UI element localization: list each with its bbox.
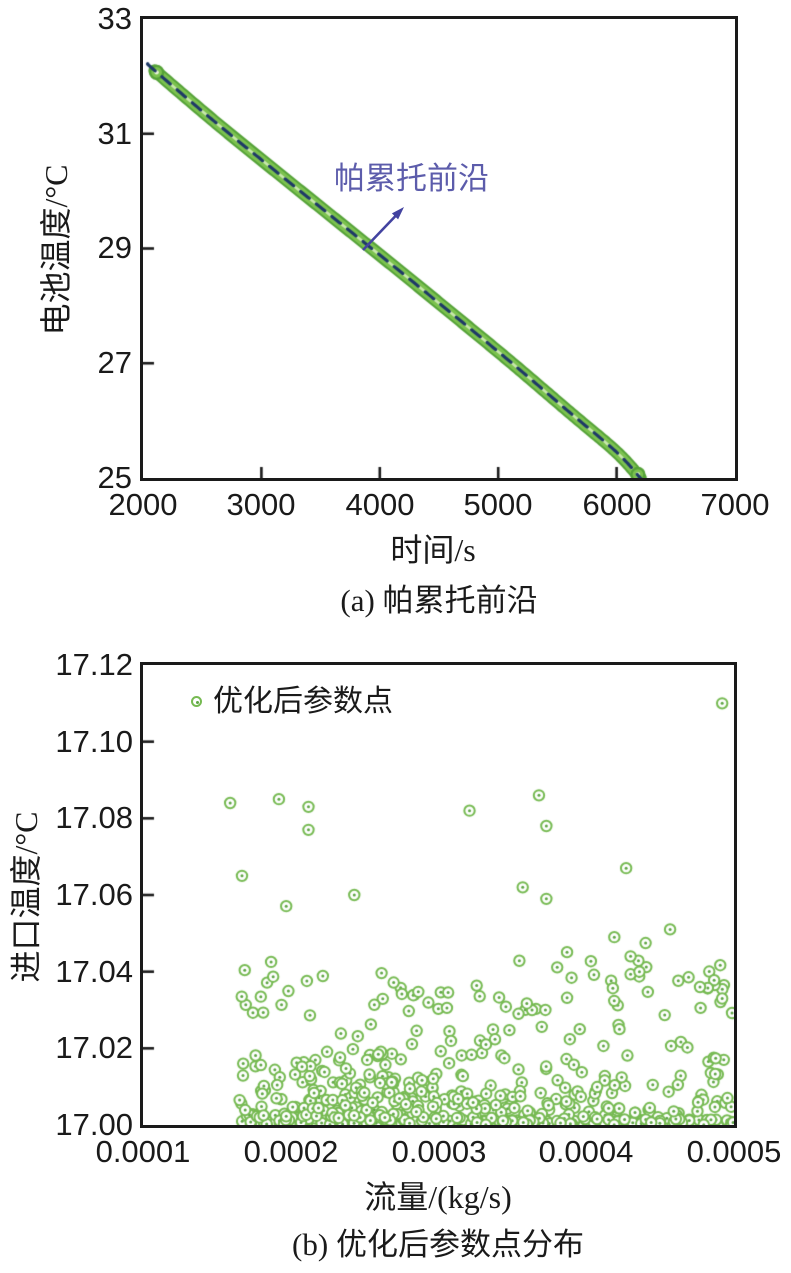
x-tick-label: 3000 — [226, 487, 296, 522]
y-tick-label: 17.00 — [55, 1107, 133, 1142]
x-tick-label: 0.0005 — [686, 1134, 782, 1169]
y-tick-label: 17.08 — [55, 800, 133, 835]
annotation-arrow-icon — [362, 207, 404, 251]
x-tick-label: 2000 — [108, 487, 178, 522]
y-tick-label: 17.02 — [55, 1030, 133, 1065]
x-tick-label: 0.0002 — [243, 1134, 339, 1169]
y-tick-label: 25 — [97, 460, 132, 495]
x-axis-title: 流量/(kg/s) — [364, 1179, 512, 1215]
legend-label: 优化后参数点 — [213, 685, 393, 718]
y-tick-label: 33 — [97, 1, 132, 36]
y-tick-label: 29 — [97, 230, 132, 265]
legend-marker-icon — [191, 696, 202, 707]
x-tick-label: 0.0001 — [95, 1134, 191, 1169]
scatter-canvas — [143, 665, 734, 1125]
caption-a: (a) 帕累托前沿 — [340, 583, 538, 618]
y-axis-title: 进口温度/°C — [8, 811, 44, 983]
pareto-annotation-label: 帕累托前沿 — [334, 161, 489, 196]
x-tick-label: 0.0003 — [391, 1134, 487, 1169]
caption-b: (b) 优化后参数点分布 — [292, 1227, 584, 1262]
y-tick-label: 31 — [97, 116, 132, 151]
y-tick-label: 17.04 — [55, 954, 133, 989]
x-tick-label: 0.0004 — [538, 1134, 634, 1169]
y-tick-label: 17.06 — [55, 877, 133, 912]
y-tick-label: 17.10 — [55, 724, 133, 759]
x-axis-title: 时间/s — [390, 532, 476, 568]
pareto-plot-box — [140, 16, 738, 481]
y-tick-label: 17.12 — [55, 647, 133, 682]
y-axis-title: 电池温度/°C — [38, 164, 74, 336]
scatter-plot-box — [140, 662, 737, 1128]
x-tick-label: 7000 — [700, 487, 770, 522]
x-tick-label: 4000 — [345, 487, 415, 522]
x-tick-label: 5000 — [463, 487, 533, 522]
y-tick-label: 27 — [97, 345, 132, 380]
pareto-canvas — [143, 19, 735, 478]
x-tick-label: 6000 — [582, 487, 652, 522]
